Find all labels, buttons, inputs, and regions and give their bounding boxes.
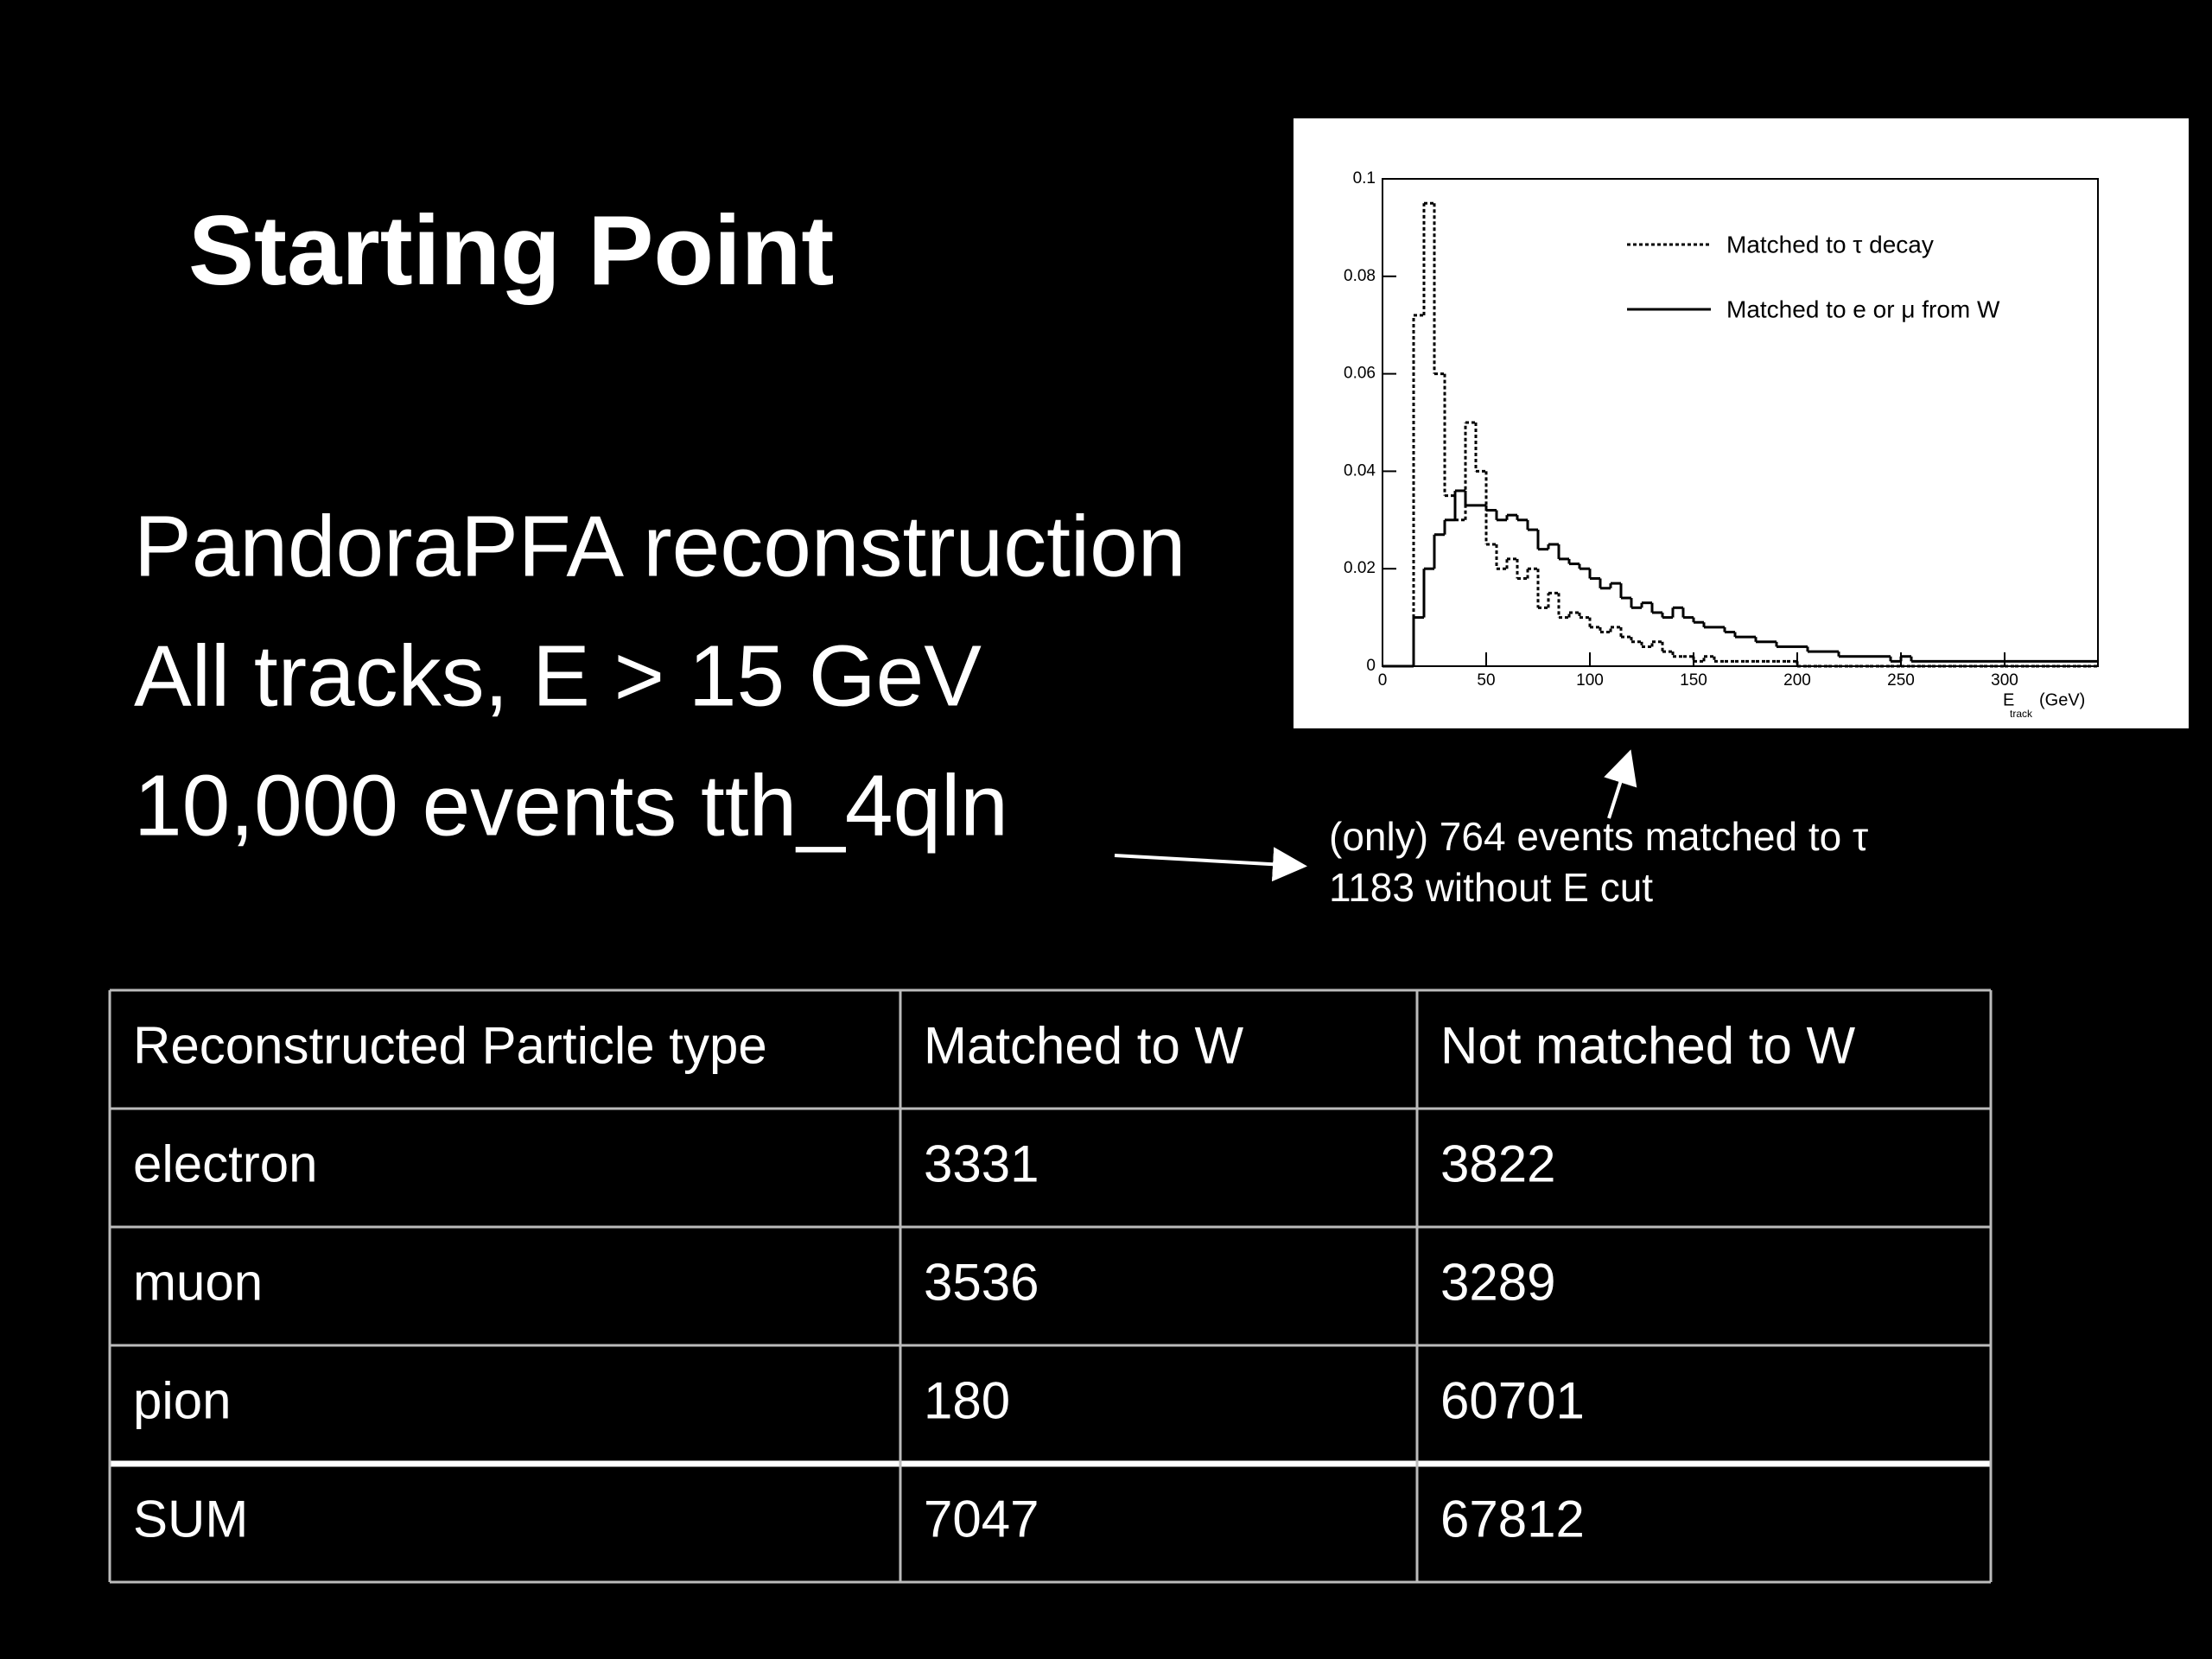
bullet: All tracks, E > 15 GeV — [134, 627, 982, 724]
arrow — [1604, 749, 1637, 819]
bullet: PandoraPFA reconstruction — [134, 498, 1185, 594]
y-tick-label: 0 — [1366, 657, 1376, 675]
table-header-cell: Not matched to W — [1440, 1016, 1856, 1074]
legend-label: Matched to e or μ from W — [1726, 296, 2000, 322]
table-cell: 3536 — [924, 1253, 1039, 1311]
x-tick-label: 100 — [1576, 671, 1604, 690]
x-tick-label: 150 — [1680, 671, 1707, 690]
y-tick-label: 0.06 — [1344, 365, 1376, 383]
chart-panel — [1294, 118, 2189, 728]
table-cell: 3289 — [1440, 1253, 1555, 1311]
x-tick-label: 200 — [1783, 671, 1811, 690]
table-cell: electron — [133, 1135, 317, 1192]
table-cell: muon — [133, 1253, 263, 1311]
bullet: 10,000 events tth_4qln — [134, 757, 1008, 854]
annotation: (only) 764 events matched to τ — [1329, 814, 1868, 859]
x-tick-label: 250 — [1887, 671, 1915, 690]
legend-label: Matched to τ decay — [1726, 231, 1934, 257]
x-axis-label: track — [2010, 708, 2033, 720]
y-tick-label: 0.02 — [1344, 559, 1376, 577]
x-tick-label: 0 — [1378, 671, 1388, 690]
table-cell: 60701 — [1440, 1371, 1585, 1429]
table-cell: SUM — [133, 1490, 248, 1548]
table-cell: 180 — [924, 1371, 1010, 1429]
title: Starting Point — [188, 196, 834, 306]
y-tick-label: 0.08 — [1344, 267, 1376, 285]
table-cell: pion — [133, 1371, 231, 1429]
annotation: 1183 without E cut — [1329, 865, 1653, 910]
table-cell: 67812 — [1440, 1490, 1585, 1548]
table-cell: 3331 — [924, 1135, 1039, 1192]
plot-frame — [1382, 178, 2099, 667]
x-axis-label: (GeV) — [2039, 690, 2085, 709]
y-tick-label: 0.1 — [1353, 169, 1376, 188]
x-tick-label: 50 — [1477, 671, 1495, 690]
x-axis-label: E — [2003, 690, 2014, 709]
x-tick-label: 300 — [1991, 671, 2018, 690]
y-tick-label: 0.04 — [1344, 461, 1376, 480]
table-header-cell: Matched to W — [924, 1016, 1244, 1074]
table-cell: 3822 — [1440, 1135, 1555, 1192]
arrow — [1114, 847, 1307, 882]
table-header-cell: Reconstructed Particle type — [133, 1016, 767, 1074]
table-cell: 7047 — [924, 1490, 1039, 1548]
